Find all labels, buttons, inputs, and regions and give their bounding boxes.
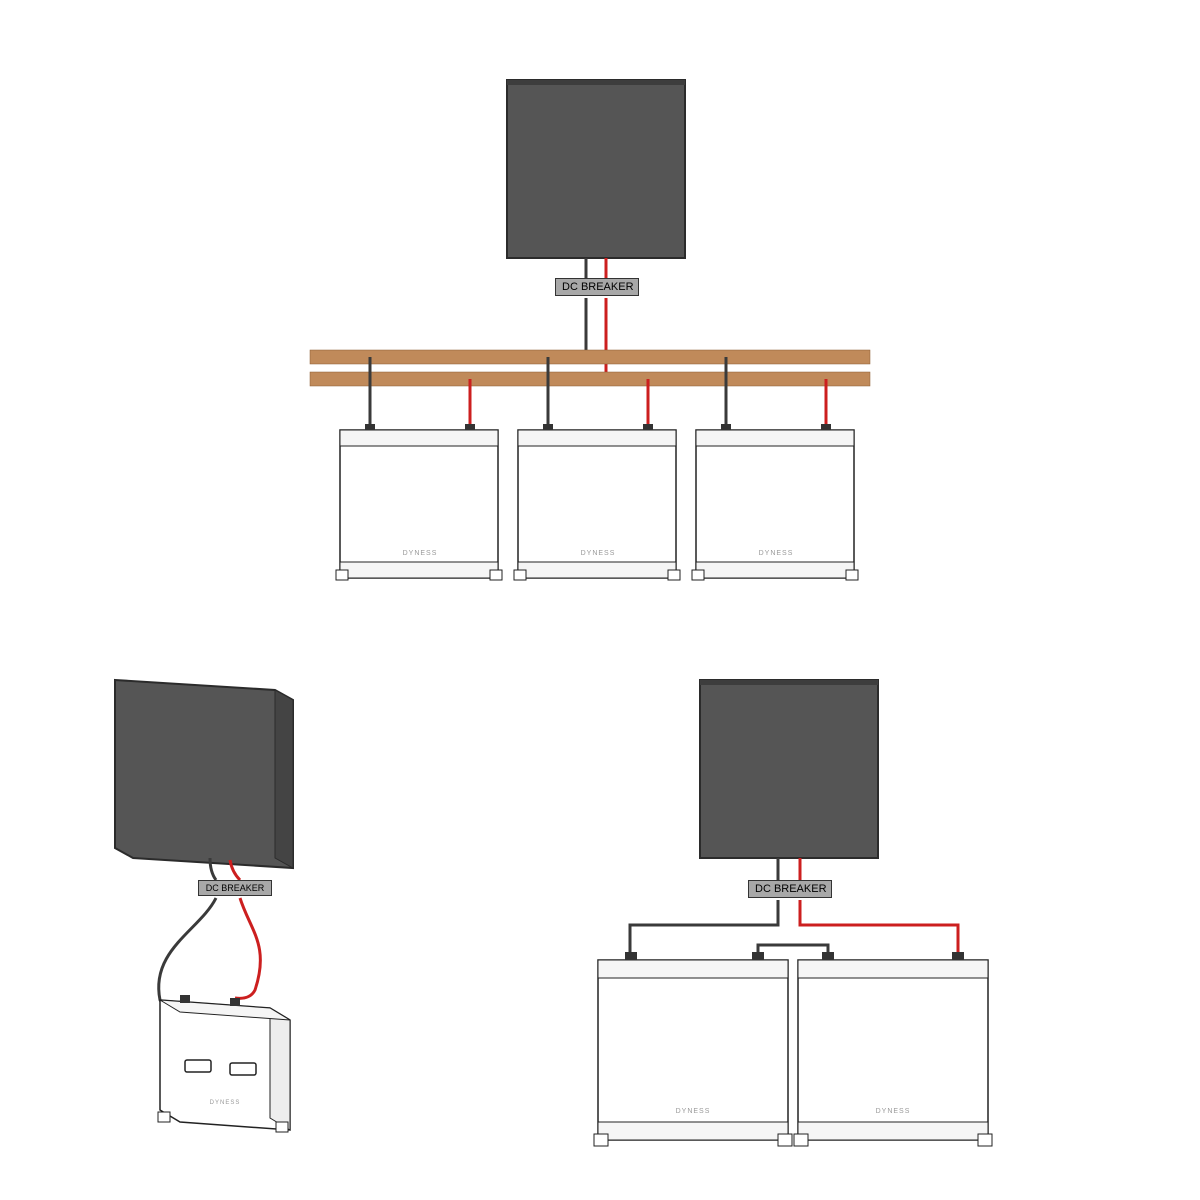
top-battery-3-brand: DYNESS [751,550,801,557]
bl-inverter [115,680,293,868]
top-battery-1-brand: DYNESS [395,550,445,557]
br-wire-neg-2 [630,900,778,955]
top-breaker-label: DC BREAKER [555,278,639,296]
bl-breaker-label: DC BREAKER [198,880,272,896]
br-battery-1 [594,952,792,1146]
busbar-pos [310,372,870,386]
br-battery-2-brand: DYNESS [868,1108,918,1115]
bl-wire-neg-2 [159,898,216,1005]
top-battery-2-brand: DYNESS [573,550,623,557]
bl-battery-brand: DYNESS [200,1100,250,1106]
top-inverter [507,80,685,258]
br-battery-1-brand: DYNESS [668,1108,718,1115]
br-wire-pos-2 [800,900,958,955]
br-series-link [758,945,828,955]
busbar-neg [310,350,870,364]
br-inverter [700,680,878,858]
br-breaker-label: DC BREAKER [748,880,832,898]
wiring-diagram [0,0,1200,1200]
bl-wire-pos-2 [235,898,260,998]
br-battery-2 [794,952,992,1146]
bl-battery [158,995,290,1132]
